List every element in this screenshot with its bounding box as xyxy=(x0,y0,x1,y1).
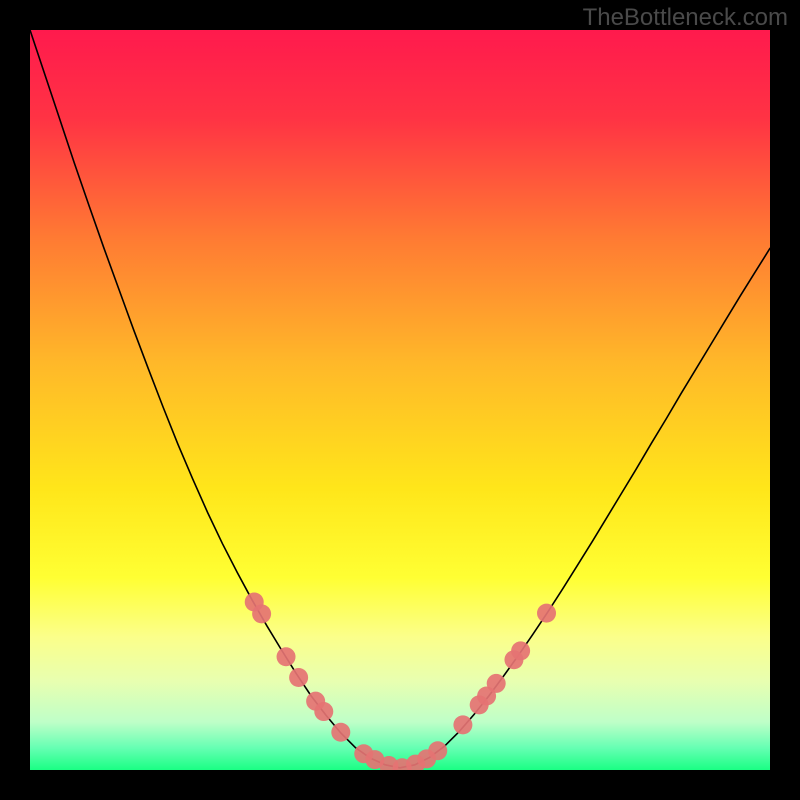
marker-dot xyxy=(331,723,350,742)
marker-dot xyxy=(428,741,447,760)
bottleneck-plot xyxy=(30,30,770,770)
watermark-text: TheBottleneck.com xyxy=(583,4,788,32)
chart-frame: TheBottleneck.com xyxy=(0,0,800,800)
marker-dot xyxy=(289,668,308,687)
marker-dot xyxy=(453,715,472,734)
marker-dot xyxy=(314,702,333,721)
marker-dot xyxy=(487,674,506,693)
marker-dot xyxy=(277,647,296,666)
gradient-background xyxy=(30,30,770,770)
marker-dot xyxy=(252,604,271,623)
marker-dot xyxy=(537,604,556,623)
marker-dot xyxy=(511,641,530,660)
